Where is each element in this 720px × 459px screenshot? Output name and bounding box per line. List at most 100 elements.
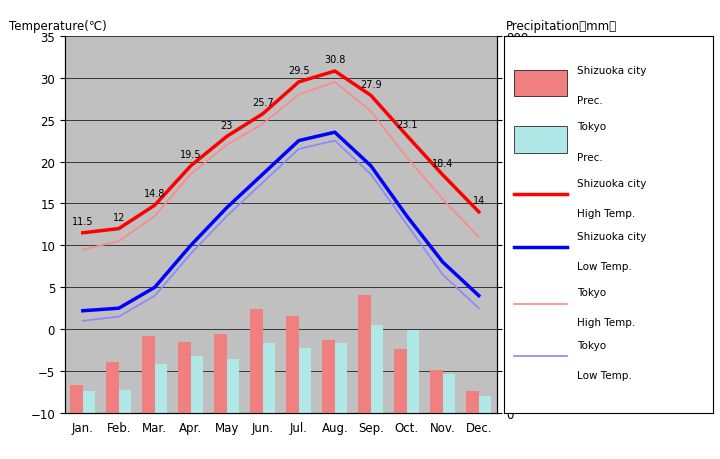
Bar (430, 370, 443, 413)
Bar (479, 397, 491, 413)
Tokyo
High Temp. (186, 172, 195, 178)
Tokyo
High Temp. (222, 143, 231, 148)
Tokyo
High Temp. (402, 155, 411, 161)
Bar (215, 335, 227, 413)
Shizuoka city
Low Temp. (366, 163, 375, 169)
Tokyo
Low Temp. (366, 172, 375, 178)
Tokyo
Low Temp. (474, 306, 483, 311)
Bar (119, 390, 131, 413)
Shizuoka city
Low Temp. (78, 308, 87, 314)
Bar (466, 392, 479, 413)
Tokyo
Low Temp. (222, 214, 231, 219)
Text: Tokyo: Tokyo (577, 288, 606, 297)
Text: 27.9: 27.9 (360, 79, 382, 90)
Tokyo
Low Temp. (438, 272, 447, 278)
Shizuoka city
Low Temp. (258, 172, 267, 178)
Tokyo
High Temp. (78, 247, 87, 253)
FancyBboxPatch shape (514, 127, 567, 153)
Line: Shizuoka city
High Temp.: Shizuoka city High Temp. (83, 72, 479, 233)
Bar (263, 343, 275, 413)
Text: 25.7: 25.7 (252, 98, 274, 108)
Shizuoka city
High Temp. (402, 134, 411, 139)
Shizuoka city
High Temp. (294, 80, 303, 85)
Shizuoka city
High Temp. (150, 203, 159, 208)
Shizuoka city
Low Temp. (402, 214, 411, 219)
Bar (443, 374, 455, 413)
Tokyo
Low Temp. (258, 180, 267, 186)
Shizuoka city
High Temp. (78, 230, 87, 236)
Text: 29.5: 29.5 (288, 66, 310, 76)
Tokyo
Low Temp. (330, 139, 339, 144)
Text: Temperature(℃): Temperature(℃) (9, 20, 107, 33)
Text: 18.4: 18.4 (432, 159, 454, 169)
Text: Shizuoka city: Shizuoka city (577, 231, 647, 241)
Tokyo
High Temp. (258, 122, 267, 127)
Text: Tokyo: Tokyo (577, 341, 606, 350)
Bar (227, 359, 239, 413)
Bar (142, 336, 155, 413)
Shizuoka city
Low Temp. (222, 206, 231, 211)
Text: Shizuoka city: Shizuoka city (577, 179, 647, 189)
Shizuoka city
High Temp. (186, 163, 195, 169)
Shizuoka city
High Temp. (438, 173, 447, 178)
Tokyo
High Temp. (366, 109, 375, 115)
Shizuoka city
Low Temp. (114, 306, 123, 311)
Text: 19.5: 19.5 (180, 150, 202, 160)
Text: 30.8: 30.8 (324, 55, 346, 65)
Bar (191, 357, 203, 413)
Text: High Temp.: High Temp. (577, 318, 635, 328)
Shizuoka city
Low Temp. (474, 293, 483, 299)
Shizuoka city
High Temp. (222, 134, 231, 140)
FancyBboxPatch shape (514, 71, 567, 97)
Tokyo
High Temp. (294, 93, 303, 98)
Tokyo
Low Temp. (78, 319, 87, 324)
Tokyo
Low Temp. (186, 252, 195, 257)
Shizuoka city
Low Temp. (294, 139, 303, 144)
Bar (107, 363, 119, 413)
Bar (83, 392, 95, 413)
Shizuoka city
High Temp. (258, 112, 267, 117)
Text: 23: 23 (220, 120, 233, 130)
Line: Tokyo
High Temp.: Tokyo High Temp. (83, 83, 479, 250)
Bar (179, 342, 191, 413)
Tokyo
High Temp. (114, 239, 123, 244)
Tokyo
Low Temp. (294, 147, 303, 152)
Bar (359, 295, 371, 413)
Tokyo
Low Temp. (402, 222, 411, 228)
Text: Prec.: Prec. (577, 152, 603, 162)
Tokyo
High Temp. (330, 80, 339, 85)
Line: Shizuoka city
Low Temp.: Shizuoka city Low Temp. (83, 133, 479, 311)
Bar (407, 330, 419, 413)
Shizuoka city
Low Temp. (438, 260, 447, 265)
Tokyo
Low Temp. (114, 314, 123, 319)
Text: 14.8: 14.8 (144, 189, 166, 199)
Tokyo
High Temp. (474, 235, 483, 240)
Bar (287, 316, 299, 413)
Text: 11.5: 11.5 (72, 217, 94, 227)
Line: Tokyo
Low Temp.: Tokyo Low Temp. (83, 141, 479, 321)
Bar (335, 343, 347, 413)
Text: 12: 12 (112, 213, 125, 223)
Text: 14: 14 (472, 196, 485, 206)
Bar (251, 309, 263, 413)
Text: Low Temp.: Low Temp. (577, 370, 632, 381)
Shizuoka city
Low Temp. (150, 285, 159, 291)
Shizuoka city
High Temp. (366, 93, 375, 99)
Text: Prec.: Prec. (577, 96, 603, 106)
Text: 23.1: 23.1 (396, 120, 418, 129)
Bar (371, 325, 383, 413)
Shizuoka city
Low Temp. (330, 130, 339, 136)
Bar (323, 340, 335, 413)
Shizuoka city
Low Temp. (186, 243, 195, 249)
Text: Tokyo: Tokyo (577, 122, 606, 132)
Text: Shizuoka city: Shizuoka city (577, 66, 647, 76)
Tokyo
High Temp. (438, 197, 447, 202)
Text: Low Temp.: Low Temp. (577, 261, 632, 271)
Shizuoka city
High Temp. (474, 210, 483, 215)
Text: High Temp.: High Temp. (577, 209, 635, 218)
Shizuoka city
High Temp. (330, 69, 339, 75)
Shizuoka city
High Temp. (114, 226, 123, 232)
Bar (299, 349, 311, 413)
Bar (394, 349, 407, 413)
Bar (71, 385, 83, 413)
